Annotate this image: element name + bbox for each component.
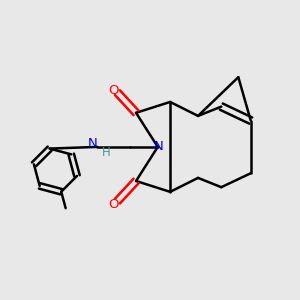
Text: N: N (154, 140, 163, 153)
Text: O: O (109, 198, 119, 212)
Text: O: O (109, 84, 119, 97)
Text: N: N (88, 137, 98, 150)
Text: H: H (102, 146, 110, 159)
